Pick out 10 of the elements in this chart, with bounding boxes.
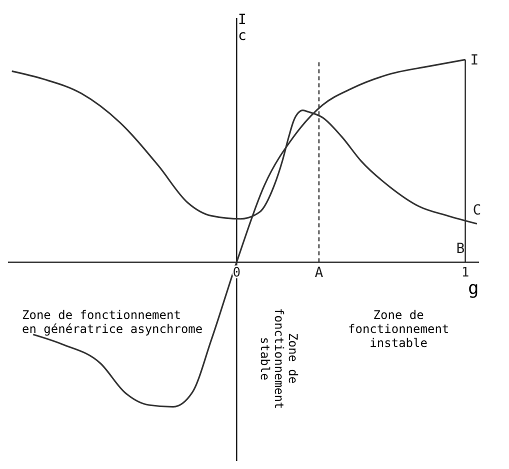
annotation: Zone de fonctionnement stable <box>258 308 300 410</box>
series-label: I <box>470 52 479 69</box>
y-axis-title: I c <box>238 12 246 44</box>
series-label: C <box>472 202 482 219</box>
ref-line-label: A <box>314 265 324 282</box>
x-tick-label: 1 <box>461 265 470 280</box>
annotation: Zone de fonctionnement instable <box>348 308 450 350</box>
annotation: Zone de fonctionnement en génératrice asynchrome <box>22 308 203 336</box>
ref-line-label: B <box>456 241 465 258</box>
x-axis-title: g <box>468 278 479 299</box>
